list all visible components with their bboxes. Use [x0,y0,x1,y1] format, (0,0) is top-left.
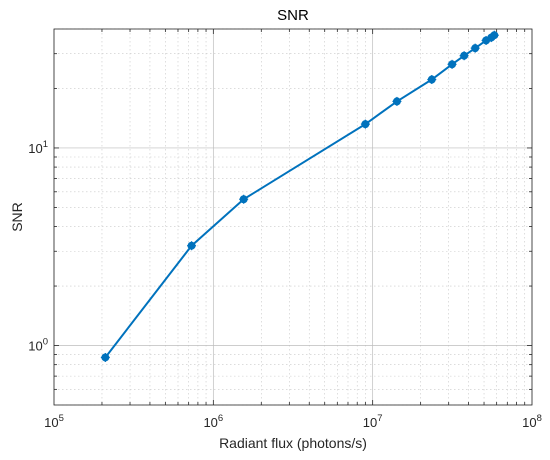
y-axis-label: SNR [9,202,25,232]
tick-labels: 105 106 107 108 100 101 [28,139,542,430]
data-point [100,352,110,362]
series [100,30,499,362]
x-tick-label: 105 [44,413,64,430]
y-tick-label: 100 [28,337,48,354]
data-point [447,59,457,69]
data-point [459,51,469,61]
x-tick-label: 106 [203,413,223,430]
data-point [392,96,402,106]
x-tick-label: 107 [363,413,383,430]
y-tick-label: 101 [28,139,48,156]
data-point [427,75,437,85]
x-axis-label: Radiant flux (photons/s) [219,435,367,451]
data-point [489,30,499,40]
x-tick-label: 108 [522,413,542,430]
data-point [470,43,480,53]
data-point [239,194,249,204]
plot-area [54,29,532,405]
plot-frame [53,28,533,406]
chart-title: SNR [277,7,309,24]
grid [53,28,533,406]
axis-ticks [54,29,532,405]
data-point [187,241,197,251]
data-point [360,119,370,129]
